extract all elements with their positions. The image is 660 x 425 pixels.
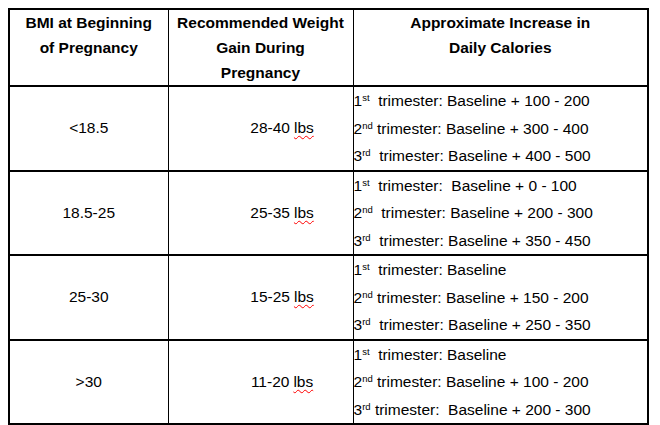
calorie-line: 1st trimester: Baseline [354,256,648,284]
table-row: 25-30 15-25lbs 1st trimester: Baseline 2… [9,255,648,340]
ordinal-number: 1 [354,177,363,194]
weight-unit: lbs [293,373,313,390]
ordinal-suffix: rd [362,232,370,243]
calorie-text: trimester: Baseline + 100 - 200 [373,373,589,390]
bmi-cell: >30 [9,340,168,425]
calorie-line: 3rd trimester: Baseline + 350 - 450 [354,227,648,255]
ordinal-number: 1 [354,346,363,363]
calorie-line: 2nd trimester: Baseline + 150 - 200 [354,284,648,312]
calorie-text: trimester: Baseline + 100 - 200 [370,92,590,109]
ordinal-suffix: nd [362,204,373,215]
ordinal-number: 2 [354,120,363,137]
ordinal-number: 3 [354,147,363,164]
ordinal-number: 3 [354,316,363,333]
calorie-text: trimester: Baseline [370,346,507,363]
weight-value: 11-20 [251,373,290,390]
calorie-line: 1st trimester: Baseline [354,341,648,369]
table-row: <18.5 28-40lbs 1st trimester: Baseline +… [9,86,648,171]
weight-value: 25-35 [250,204,290,221]
calorie-line: 1st trimester: Baseline + 0 - 100 [354,172,648,200]
ordinal-suffix: nd [362,120,373,131]
weight-gain-cell: 15-25lbs [168,255,353,340]
header-weight-gain: Recommended Weight Gain During Pregnancy [168,9,353,86]
calorie-text: trimester: Baseline + 150 - 200 [373,289,589,306]
header-row: BMI at Beginning of Pregnancy Recommende… [9,9,648,86]
weight-unit: lbs [294,119,314,136]
table-row: >30 11-20lbs 1st trimester: Baseline 2nd… [9,340,648,425]
header-bmi: BMI at Beginning of Pregnancy [9,9,168,86]
calorie-line: 3rd trimester: Baseline + 400 - 500 [354,142,648,170]
calorie-line: 3rd trimester: Baseline + 250 - 350 [354,311,648,339]
ordinal-number: 3 [354,401,363,418]
ordinal-number: 1 [354,261,363,278]
ordinal-suffix: nd [362,373,373,384]
ordinal-number: 2 [354,204,363,221]
ordinal-number: 2 [354,289,363,306]
document-page: BMI at Beginning of Pregnancy Recommende… [0,0,660,425]
ordinal-suffix: st [362,346,369,357]
calorie-line: 2nd trimester: Baseline + 300 - 400 [354,115,648,143]
calorie-text: trimester: Baseline + 250 - 350 [371,316,591,333]
calorie-line: 2nd trimester: Baseline + 200 - 300 [354,199,648,227]
calorie-line: 1st trimester: Baseline + 100 - 200 [354,87,648,115]
calorie-text: trimester: Baseline + 0 - 100 [370,177,577,194]
header-calories: Approximate Increase in Daily Calories [353,9,648,86]
bmi-cell: 25-30 [9,255,168,340]
calories-cell: 1st trimester: Baseline 2nd trimester: B… [353,340,648,425]
ordinal-number: 1 [354,92,363,109]
ordinal-number: 3 [354,232,363,249]
calories-cell: 1st trimester: Baseline + 0 - 100 2nd tr… [353,171,648,256]
bmi-cell: <18.5 [9,86,168,171]
ordinal-suffix: st [362,177,369,188]
ordinal-number: 2 [354,373,363,390]
calorie-text: trimester: Baseline [370,261,507,278]
calorie-line: 2nd trimester: Baseline + 100 - 200 [354,368,648,396]
calories-cell: 1st trimester: Baseline 2nd trimester: B… [353,255,648,340]
table-row: 18.5-25 25-35lbs 1st trimester: Baseline… [9,171,648,256]
weight-value: 15-25 [250,288,290,305]
bmi-cell: 18.5-25 [9,171,168,256]
ordinal-suffix: st [362,92,369,103]
weight-unit: lbs [294,204,314,221]
weight-gain-cell: 28-40lbs [168,86,353,171]
weight-gain-cell: 25-35lbs [168,171,353,256]
calorie-line: 3rd trimester: Baseline + 200 - 300 [354,396,648,424]
ordinal-suffix: rd [362,401,370,412]
calorie-text: trimester: Baseline + 200 - 300 [373,204,593,221]
calorie-text: trimester: Baseline + 200 - 300 [371,401,591,418]
weight-gain-cell: 11-20lbs [168,340,353,425]
calorie-text: trimester: Baseline + 300 - 400 [373,120,589,137]
ordinal-suffix: rd [362,316,370,327]
weight-value: 28-40 [250,119,290,136]
ordinal-suffix: st [362,261,369,272]
bmi-pregnancy-table: BMI at Beginning of Pregnancy Recommende… [8,8,649,425]
ordinal-suffix: rd [362,147,370,158]
calories-cell: 1st trimester: Baseline + 100 - 200 2nd … [353,86,648,171]
weight-unit: lbs [294,288,314,305]
ordinal-suffix: nd [362,289,373,300]
calorie-text: trimester: Baseline + 400 - 500 [371,147,591,164]
calorie-text: trimester: Baseline + 350 - 450 [371,232,591,249]
